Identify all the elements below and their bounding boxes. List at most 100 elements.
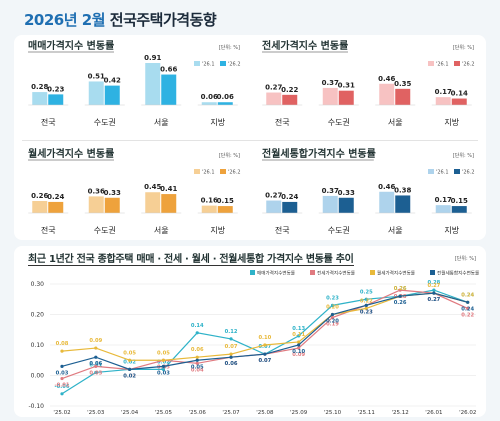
series-value-label: 0.26: [394, 300, 407, 306]
x-tick-label: '25.12: [391, 410, 408, 416]
bar: [217, 206, 233, 213]
series-value-label: 0.03: [56, 370, 69, 376]
series-value-label: 0.05: [157, 350, 170, 356]
bar-value-label: 0.26: [31, 192, 48, 200]
series-value-label: 0.10: [258, 335, 271, 341]
legend-label: '26.2: [228, 62, 241, 68]
line-chart-unit: [단위: %]: [454, 256, 476, 262]
x-tick-label: '25.05: [155, 410, 173, 416]
series-value-label: 0.05: [123, 350, 136, 356]
category-label: 수도권: [328, 117, 350, 127]
x-tick-label: '25.07: [222, 410, 240, 416]
series-value-label: 0.24: [461, 292, 474, 298]
series-point: [60, 392, 64, 396]
bar-value-label: 0.15: [217, 197, 234, 205]
series-value-label: 0.23: [326, 295, 339, 301]
x-tick-label: '25.08: [256, 410, 274, 416]
bar-value-label: 0.24: [47, 193, 64, 201]
bar-value-label: 0.41: [160, 185, 177, 193]
category-label: 전국: [275, 117, 290, 127]
series-value-label: 0.27: [427, 297, 440, 303]
bar: [48, 94, 64, 105]
category-label: 지방: [444, 117, 459, 127]
legend-label: '26.1: [436, 62, 449, 68]
unit-label: [단위: %]: [453, 152, 474, 159]
series-point: [94, 370, 98, 375]
bar: [395, 88, 411, 105]
bar: [451, 206, 467, 213]
legend-swatch: [428, 61, 434, 66]
bar-value-label: 0.24: [281, 193, 298, 201]
category-label: 서울: [388, 118, 403, 127]
series-point: [229, 355, 233, 359]
category-label: 서울: [154, 118, 169, 127]
legend-swatch: [194, 61, 200, 66]
bar-value-label: 0.46: [378, 75, 395, 83]
x-tick-label: '25.03: [87, 410, 105, 416]
series-point: [297, 340, 301, 344]
series-point: [263, 352, 267, 356]
bar-chart-title: 전세가격지수 변동률: [262, 39, 348, 52]
bar-value-label: 0.23: [47, 85, 64, 93]
y-tick-label: 0.10: [31, 342, 45, 349]
series-value-label: 0.14: [191, 323, 204, 329]
series-value-label: 0.06: [191, 347, 204, 353]
series-point: [128, 367, 132, 371]
bar-value-label: 0.37: [322, 187, 339, 195]
x-tick-label: '25.02: [53, 410, 70, 416]
panel-divider: [22, 140, 478, 141]
series-point: [466, 300, 470, 304]
bar-charts-svg: 매매가격지수 변동률 [단위: %] '26.1 '26.2 0.280.23 전국 0.5…: [28, 39, 475, 235]
bar-value-label: 0.31: [338, 82, 355, 90]
series-value-label: 0.07: [258, 358, 271, 364]
series-point: [195, 355, 199, 359]
series-point: [60, 376, 64, 381]
category-label: 수도권: [94, 117, 116, 127]
bar-value-label: 0.17: [435, 88, 452, 96]
line-legend-swatch: [370, 270, 375, 275]
bar-value-label: 0.36: [88, 187, 105, 195]
bar-value-label: 0.91: [144, 54, 161, 62]
series-value-label: 0.07: [225, 344, 238, 350]
series-value-label: 0.08: [56, 341, 69, 347]
bar: [451, 98, 467, 105]
bar-value-label: 0.42: [104, 77, 121, 85]
bar: [338, 90, 354, 105]
bar-value-label: 0.66: [160, 66, 177, 74]
bar-value-label: 0.27: [265, 84, 282, 92]
bar: [435, 97, 451, 105]
series-value-label: -0.01: [55, 383, 70, 389]
x-tick-label: '25.09: [290, 410, 308, 416]
legend-swatch: [428, 169, 434, 174]
series-value-label: 0.22: [461, 312, 474, 318]
page-title: 2026년 2월 전국주택가격동향: [24, 9, 217, 30]
bar-value-label: 0.22: [281, 86, 298, 94]
bar: [266, 92, 282, 105]
series-value-label: 0.02: [123, 373, 136, 379]
category-label: 전국: [41, 117, 56, 127]
category-label: 지방: [210, 117, 225, 127]
series-point: [94, 355, 98, 359]
bar-value-label: 0.51: [88, 72, 105, 80]
bar: [48, 201, 64, 213]
bar-chart-title: 월세가격지수 변동률: [28, 147, 114, 160]
category-label: 서울: [154, 226, 169, 235]
y-tick-label: 0.00: [31, 373, 45, 380]
bar-value-label: 0.28: [31, 83, 48, 91]
series-point: [128, 358, 132, 362]
series-value-label: 0.05: [191, 364, 204, 370]
series-point: [364, 306, 368, 310]
bar: [322, 195, 338, 213]
legend-swatch: [194, 169, 200, 174]
series-value-label: 0.26: [394, 286, 407, 292]
series-value-label: 0.22: [360, 298, 373, 304]
series-value-label: 0.23: [360, 309, 373, 315]
bar-value-label: 0.06: [217, 93, 234, 101]
series-value-label: 0.02: [123, 359, 136, 365]
series-point: [330, 315, 335, 320]
series-point: [94, 364, 98, 368]
series-point: [398, 288, 402, 292]
bar-value-label: 0.35: [394, 80, 411, 88]
series-point: [364, 297, 368, 301]
series-value-label: 0.24: [461, 306, 474, 312]
